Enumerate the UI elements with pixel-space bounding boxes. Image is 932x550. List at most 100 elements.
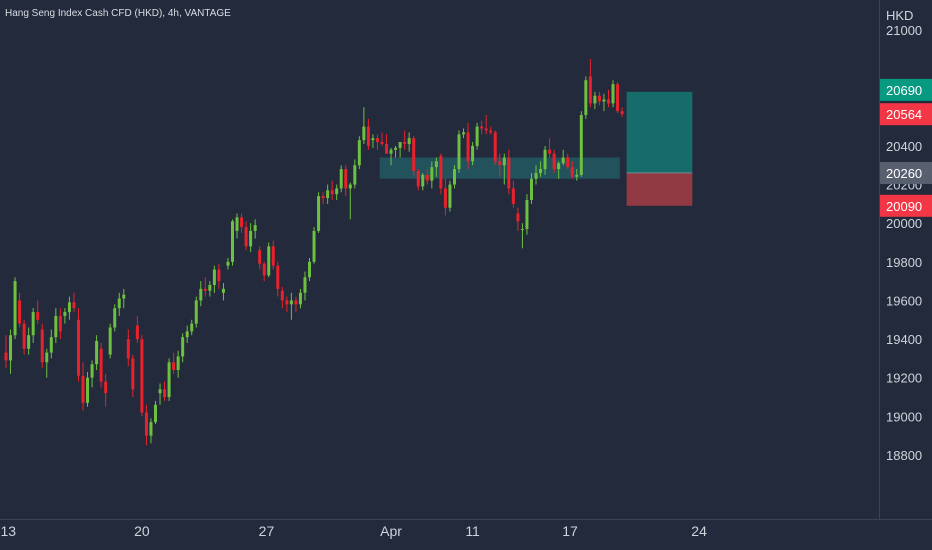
price-tag-label: 20564 xyxy=(886,107,922,122)
candle-body xyxy=(99,348,103,382)
candle xyxy=(507,149,511,195)
candle xyxy=(262,261,266,282)
candle xyxy=(602,93,606,112)
price-tick-label: 18800 xyxy=(886,448,922,463)
candle-body xyxy=(371,138,375,141)
candle xyxy=(330,180,334,200)
candle xyxy=(303,271,307,301)
candle xyxy=(117,292,121,316)
candle-body xyxy=(249,230,253,247)
candle-body xyxy=(158,389,162,394)
price-tag: 20564 xyxy=(880,103,932,126)
candle-body xyxy=(294,300,298,305)
candle xyxy=(471,142,475,166)
candle-body xyxy=(113,308,117,328)
price-tick-label: 19000 xyxy=(886,409,922,424)
candle-body xyxy=(511,188,515,204)
candle xyxy=(326,184,330,204)
candle xyxy=(439,153,443,195)
candle-body xyxy=(185,331,189,338)
candle xyxy=(317,192,321,233)
candle xyxy=(452,165,456,189)
candle xyxy=(267,242,271,278)
candle-body xyxy=(271,246,275,266)
candle-body xyxy=(616,84,620,112)
candle xyxy=(4,335,8,369)
candle-body xyxy=(176,356,180,370)
candle-body xyxy=(131,358,135,390)
candle-body xyxy=(362,126,366,141)
candle-body xyxy=(231,221,234,262)
candle xyxy=(529,172,533,204)
candle-body xyxy=(135,325,139,340)
candle xyxy=(534,165,538,185)
candle-body xyxy=(217,269,221,282)
candle-body xyxy=(412,138,416,172)
candle xyxy=(584,76,588,119)
candle xyxy=(285,296,289,313)
candle-body xyxy=(181,337,185,357)
candle xyxy=(131,354,135,398)
candle-body xyxy=(584,80,588,115)
candle-body xyxy=(104,381,108,394)
candle-body xyxy=(434,161,438,168)
candle xyxy=(498,153,502,177)
candle xyxy=(516,207,520,231)
price-tick-label: 19200 xyxy=(886,371,922,386)
candle xyxy=(597,91,601,106)
candle-body xyxy=(86,377,90,403)
candle xyxy=(308,257,312,282)
candle xyxy=(144,404,148,446)
candle-body xyxy=(208,285,212,291)
candle-body xyxy=(407,138,411,144)
candle-body xyxy=(570,167,574,177)
candle-body xyxy=(45,352,49,363)
candle-body xyxy=(326,190,330,199)
candle xyxy=(462,128,466,139)
candle-body xyxy=(298,292,302,305)
candle-body xyxy=(267,246,271,276)
candle xyxy=(394,145,398,158)
candle xyxy=(511,180,515,208)
candle xyxy=(240,213,244,233)
candle xyxy=(185,325,189,343)
candle xyxy=(289,292,293,320)
candle xyxy=(13,277,17,340)
candle-body xyxy=(321,196,325,199)
candle-body xyxy=(167,362,171,398)
candle-body xyxy=(398,142,402,148)
long-position-tool[interactable] xyxy=(626,91,693,206)
candle-body xyxy=(240,217,244,228)
candle-body xyxy=(9,335,13,361)
candle xyxy=(520,223,524,249)
candle xyxy=(421,172,425,191)
time-axis[interactable]: 13 20 27 Apr 11 17 24 xyxy=(0,523,707,539)
candle-body xyxy=(416,171,420,187)
candle xyxy=(271,240,275,270)
candle-body xyxy=(502,157,506,166)
candle-body xyxy=(557,163,561,170)
candle xyxy=(398,142,402,158)
candle xyxy=(172,352,176,374)
candle xyxy=(434,157,438,177)
candle-body xyxy=(489,130,493,133)
candle xyxy=(226,257,230,270)
candle xyxy=(593,91,597,110)
candle xyxy=(339,165,343,193)
price-tag-label: 20090 xyxy=(886,199,922,214)
candle xyxy=(312,227,316,264)
candle-body xyxy=(36,312,40,320)
candle xyxy=(212,265,216,293)
candle xyxy=(253,219,257,239)
candle xyxy=(27,327,31,355)
candle-body xyxy=(72,302,76,309)
candle xyxy=(539,161,543,177)
candle-body xyxy=(49,337,53,353)
candle-body xyxy=(172,362,176,370)
candle-body xyxy=(425,174,429,181)
candle xyxy=(249,223,253,253)
candle xyxy=(244,221,248,251)
candle xyxy=(149,418,153,444)
candle xyxy=(45,348,49,378)
